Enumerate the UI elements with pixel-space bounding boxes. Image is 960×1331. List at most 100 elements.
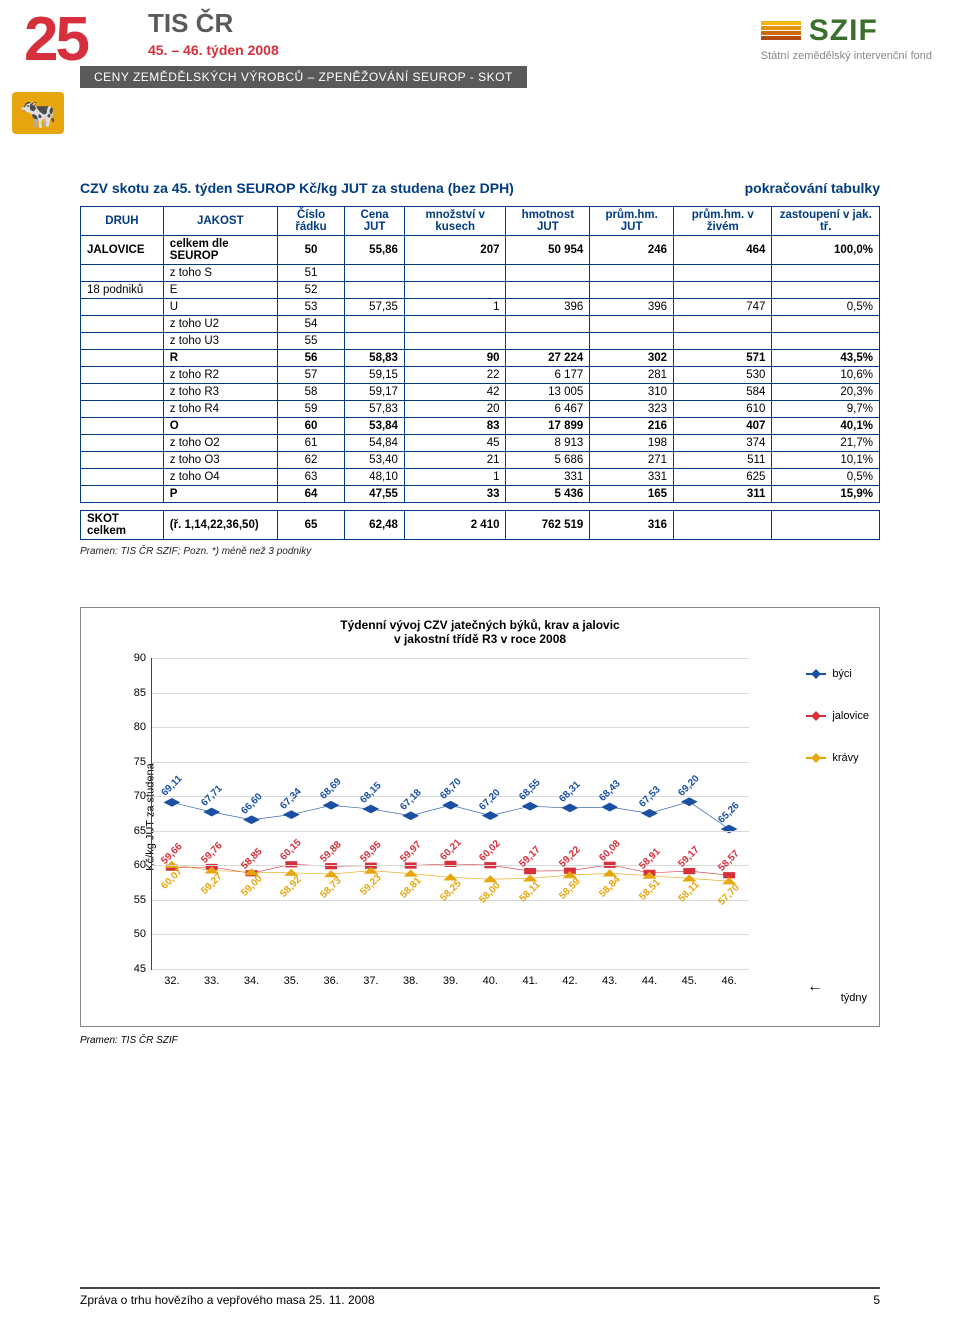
legend-swatch-icon	[806, 757, 826, 759]
table-cell: 62	[277, 452, 344, 469]
legend-item: jalovice	[806, 710, 869, 722]
table-cell	[590, 282, 674, 299]
table-cell: 56	[277, 350, 344, 367]
legend-swatch-icon	[806, 715, 826, 717]
table-cell: 625	[674, 469, 772, 486]
table-cell: 511	[674, 452, 772, 469]
table-cell: 20,3%	[772, 384, 880, 401]
table-cell: z toho O3	[163, 452, 277, 469]
table-cell: 5 436	[506, 486, 590, 503]
legend-label: býci	[832, 668, 852, 680]
table-cell: 59	[277, 401, 344, 418]
column-header: prům.hm. JUT	[590, 207, 674, 236]
table-total-row: SKOT celkem(ř. 1,14,22,36,50)6562,482 41…	[81, 511, 880, 540]
x-tick-label: 35.	[284, 969, 299, 987]
table-cell	[404, 265, 506, 282]
x-tick-label: 37.	[363, 969, 378, 987]
table-cell: 27 224	[506, 350, 590, 367]
table-cell: 50	[277, 236, 344, 265]
table-cell: 396	[506, 299, 590, 316]
table-cell	[345, 316, 405, 333]
page-header: 25 TIS ČR 45. – 46. týden 2008 CENY ZEMĚ…	[0, 0, 960, 140]
table-cell: U	[163, 299, 277, 316]
table-cell: 59,17	[345, 384, 405, 401]
table-cell: 15,9%	[772, 486, 880, 503]
table-cell: 18 podniků	[81, 282, 164, 299]
table-cell: z toho R3	[163, 384, 277, 401]
table-cell: 54,84	[345, 435, 405, 452]
table-row: O6053,848317 89921640740,1%	[81, 418, 880, 435]
table-source: Pramen: TIS ČR SZIF; Pozn. *) méně než 3…	[80, 546, 880, 557]
table-cell	[674, 265, 772, 282]
table-cell: 62,48	[345, 511, 405, 540]
x-tick-label: 39.	[443, 969, 458, 987]
column-header: DRUH	[81, 207, 164, 236]
table-cell	[81, 299, 164, 316]
table-cell: 83	[404, 418, 506, 435]
table-title-main: CZV skotu za 45. týden SEUROP Kč/kg JUT …	[80, 180, 514, 196]
table-cell	[81, 265, 164, 282]
issue-number: 25	[24, 4, 87, 75]
table-cell	[772, 265, 880, 282]
szif-subtitle: Státní zemědělský intervenční fond	[761, 50, 932, 62]
table-cell: 0,5%	[772, 299, 880, 316]
table-cell: 58,83	[345, 350, 405, 367]
table-cell: 2 410	[404, 511, 506, 540]
table-cell: 762 519	[506, 511, 590, 540]
table-cell: 0,5%	[772, 469, 880, 486]
table-cell: 302	[590, 350, 674, 367]
table-cell	[506, 265, 590, 282]
table-cell	[81, 384, 164, 401]
column-header: Cena JUT	[345, 207, 405, 236]
x-tick-label: 41.	[522, 969, 537, 987]
x-tick-label: 43.	[602, 969, 617, 987]
table-cell: 17 899	[506, 418, 590, 435]
column-header: hmotnost JUT	[506, 207, 590, 236]
table-row: z toho O46348,1013313316250,5%	[81, 469, 880, 486]
table-cell: 13 005	[506, 384, 590, 401]
page-footer: Zpráva o trhu hovězího a vepřového masa …	[80, 1287, 880, 1307]
table-cell: 1	[404, 469, 506, 486]
table-cell: 100,0%	[772, 236, 880, 265]
table-cell	[772, 333, 880, 350]
table-cell: 216	[590, 418, 674, 435]
x-tick-label: 36.	[323, 969, 338, 987]
chart-source: Pramen: TIS ČR SZIF	[80, 1035, 880, 1046]
table-cell	[345, 282, 405, 299]
table-cell	[772, 511, 880, 540]
tis-title: TIS ČR	[148, 8, 233, 39]
x-tick-label: 34.	[244, 969, 259, 987]
footer-left: Zpráva o trhu hovězího a vepřového masa …	[80, 1293, 375, 1307]
table-cell: z toho U3	[163, 333, 277, 350]
chart: Týdenní vývoj CZV jatečných býků, krav a…	[80, 607, 880, 1027]
legend-swatch-icon	[806, 673, 826, 675]
table-cell	[345, 333, 405, 350]
table-cell: z toho R2	[163, 367, 277, 384]
table-cell: 48,10	[345, 469, 405, 486]
x-axis-label: týdny	[841, 992, 867, 1004]
table-row: z toho R25759,15226 17728153010,6%	[81, 367, 880, 384]
table-cell: 20	[404, 401, 506, 418]
table-cell	[674, 511, 772, 540]
table-cell: 21,7%	[772, 435, 880, 452]
gridline	[152, 934, 749, 935]
x-tick-label: 32.	[164, 969, 179, 987]
table-cell: celkem dle SEUROP	[163, 236, 277, 265]
table-cell: 53,40	[345, 452, 405, 469]
table-cell: 10,1%	[772, 452, 880, 469]
table-cell: 331	[506, 469, 590, 486]
table-cell	[674, 282, 772, 299]
table-cell: 57	[277, 367, 344, 384]
chart-legend: býci jalovice krávy	[806, 668, 869, 794]
table-row: P6447,55335 43616531115,9%	[81, 486, 880, 503]
table-cell: 58	[277, 384, 344, 401]
table-row: z toho S51	[81, 265, 880, 282]
szif-logo-block: SZIF Státní zemědělský intervenční fond	[761, 14, 932, 62]
table-cell: 271	[590, 452, 674, 469]
table-cell	[506, 316, 590, 333]
table-cell: 40,1%	[772, 418, 880, 435]
legend-label: krávy	[832, 752, 858, 764]
column-header: JAKOST	[163, 207, 277, 236]
table-cell: P	[163, 486, 277, 503]
table-cell: 310	[590, 384, 674, 401]
